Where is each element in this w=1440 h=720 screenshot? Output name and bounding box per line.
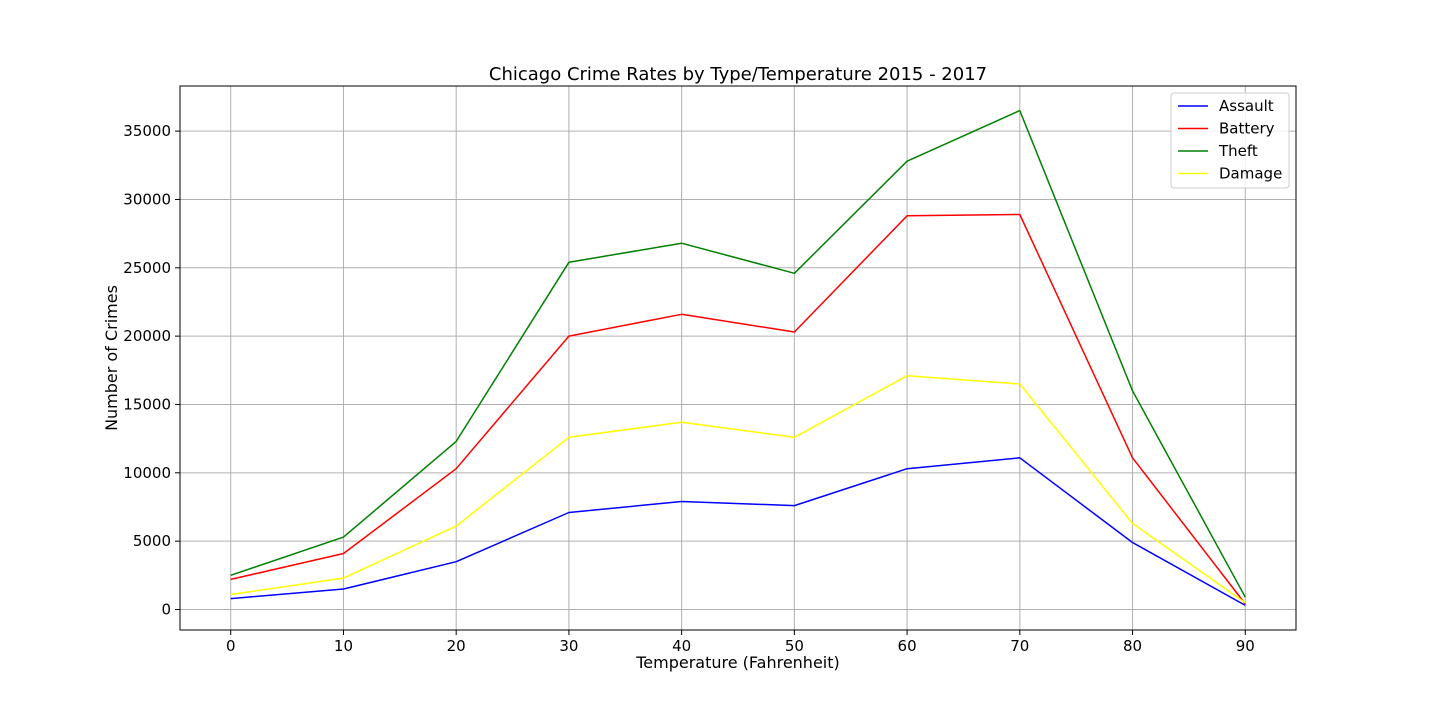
x-tick-label: 50 — [785, 637, 804, 655]
series-line-assault — [230, 457, 1246, 607]
legend-label-battery: Battery — [1219, 120, 1275, 138]
y-tick-label: 10000 — [123, 464, 171, 482]
y-tick-label: 20000 — [123, 327, 171, 345]
x-tick-label: 10 — [334, 637, 353, 655]
legend: Assault Battery Theft Damage — [1170, 92, 1290, 189]
series-layer — [230, 109, 1246, 607]
legend-label-damage: Damage — [1219, 165, 1282, 183]
series-line-theft — [230, 109, 1246, 598]
x-axis-title: Temperature (Fahrenheit) — [635, 653, 840, 672]
y-tick-label: 35000 — [123, 122, 171, 140]
y-axis: 0 5000 10000 15000 20000 25000 30000 35000 — [123, 122, 180, 618]
x-tick-label: 0 — [226, 637, 236, 655]
grid-lines — [180, 86, 1296, 630]
plot-frame — [179, 85, 1297, 631]
y-tick-label: 25000 — [123, 259, 171, 277]
legend-label-assault: Assault — [1219, 97, 1274, 115]
x-tick-label: 80 — [1123, 637, 1142, 655]
x-tick-label: 60 — [898, 637, 917, 655]
y-axis-title: Number of Crimes — [102, 285, 121, 431]
legend-label-theft: Theft — [1218, 142, 1258, 160]
x-tick-label: 20 — [447, 637, 466, 655]
y-tick-label: 30000 — [123, 190, 171, 208]
x-tick-label: 30 — [559, 637, 578, 655]
chart-title: Chicago Crime Rates by Type/Temperature … — [489, 64, 987, 85]
x-tick-label: 90 — [1236, 637, 1255, 655]
y-tick-label: 5000 — [133, 532, 171, 550]
series-line-battery — [230, 213, 1246, 605]
x-tick-label: 70 — [1010, 637, 1029, 655]
series-line-damage — [230, 375, 1246, 604]
y-tick-label: 15000 — [123, 395, 171, 413]
legend-box — [1170, 92, 1290, 189]
y-tick-label: 0 — [161, 600, 171, 618]
x-axis: 0 10 20 30 40 50 60 70 80 90 — [226, 630, 1255, 655]
x-tick-label: 40 — [672, 637, 691, 655]
